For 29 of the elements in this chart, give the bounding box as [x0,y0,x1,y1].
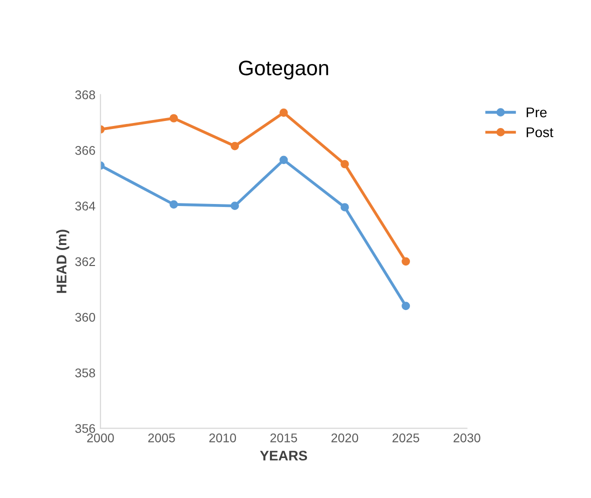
legend-label: Post [526,128,554,138]
point [402,257,410,266]
point [340,160,349,168]
x-tick-label: 2025 [392,433,420,442]
legend-label: Pre [526,108,547,118]
point [280,108,288,117]
y-tick-label: 356 [75,424,96,433]
point [170,114,178,122]
point [230,142,239,150]
x-tick-label: 2010 [209,433,236,442]
x-tick-label: 2030 [454,433,480,442]
point [402,302,410,310]
point [280,156,288,164]
y-tick-label: 364 [75,202,96,210]
y-axis-title: HEAD (m) [56,230,70,293]
y-tick-label: 358 [75,368,96,378]
y-tick-label: 362 [75,257,95,266]
y-tick-label: 368 [75,90,96,100]
point [340,203,349,212]
chart-title: Gotegaon [238,60,328,80]
x-tick-label: 2000 [87,433,114,442]
x-axis-title: YEARS [260,450,308,461]
x-tick-label: 2015 [270,433,298,442]
y-tick-label: 366 [75,146,96,155]
y-tick-label: 360 [75,312,96,322]
x-tick-label: 2005 [148,433,175,442]
x-tick-label: 2020 [331,433,358,442]
point [230,202,239,210]
point [170,200,178,209]
